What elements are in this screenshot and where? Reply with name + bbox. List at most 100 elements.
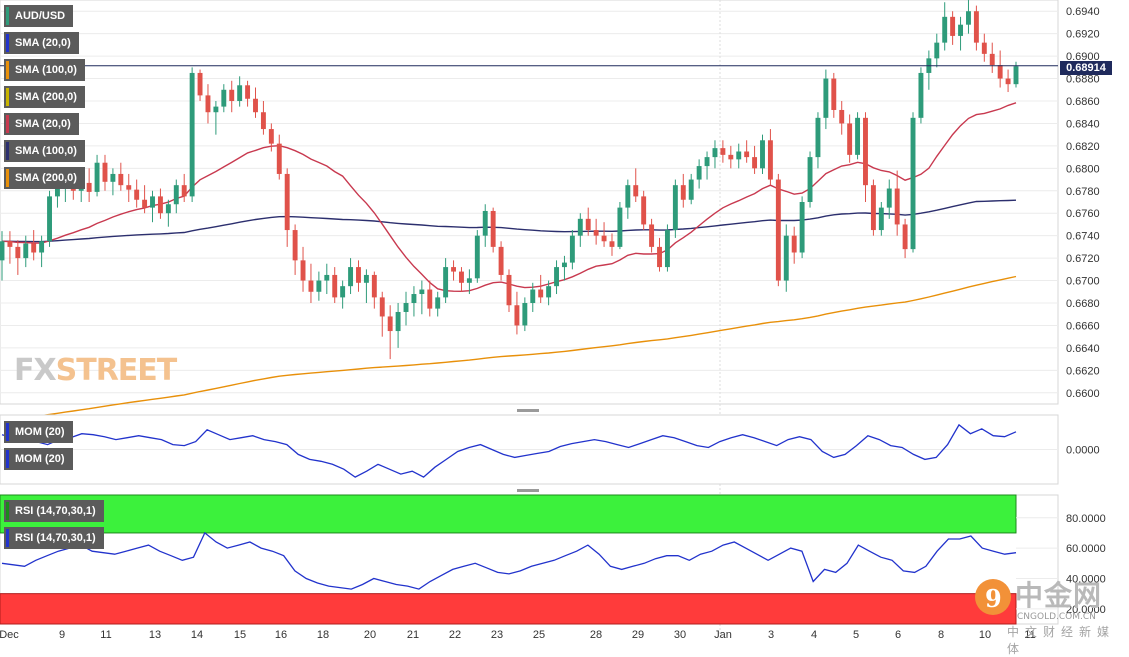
candle-body [934, 42, 940, 59]
candle [720, 140, 726, 163]
candle [522, 297, 528, 332]
candle [783, 224, 789, 292]
rsi-line [1, 531, 1017, 590]
candle [657, 237, 662, 272]
candle [459, 267, 464, 292]
price-tick-label: 0.6680 [1066, 298, 1100, 310]
candle-body [894, 188, 900, 225]
legend-label[interactable]: SMA (100,0) [4, 140, 85, 162]
candle-body [799, 202, 805, 253]
candle-body [205, 95, 211, 113]
candle-body [118, 173, 124, 186]
candle [157, 188, 163, 219]
candle-body [221, 89, 227, 107]
candle-body [744, 151, 750, 158]
candle-body [253, 98, 258, 113]
candle-body [482, 210, 488, 236]
candle [997, 50, 1003, 88]
candle-body [15, 246, 21, 259]
candle-body [237, 85, 243, 101]
candle [712, 140, 718, 169]
candle-body [340, 286, 346, 298]
candle-body [791, 235, 797, 253]
legend-label[interactable]: SMA (20,0) [4, 32, 79, 54]
legend-swatch [6, 142, 9, 160]
legend-label[interactable]: SMA (200,0) [4, 167, 85, 189]
candle [94, 154, 100, 197]
candle-body [823, 78, 829, 118]
legend-text: SMA (200,0) [15, 172, 77, 184]
current-price-tag: 0.68914 [1060, 61, 1112, 75]
candle-body [229, 89, 235, 101]
candle [736, 143, 742, 169]
candle [443, 258, 449, 303]
candle-body [443, 267, 449, 298]
legend-label[interactable]: RSI (14,70,30,1) [4, 500, 104, 522]
candle-body [245, 85, 251, 99]
candle [966, 0, 971, 34]
candle-body [284, 173, 290, 231]
candle [363, 269, 369, 303]
time-tick-label: 10 [979, 629, 991, 641]
candle-body [102, 162, 108, 182]
legend-text: SMA (100,0) [15, 64, 77, 76]
legend-label[interactable]: RSI (14,70,30,1) [4, 527, 104, 549]
candle [23, 235, 29, 268]
legend-label[interactable]: MOM (20) [4, 448, 73, 470]
candle-body [981, 42, 987, 54]
candle-body [490, 210, 496, 247]
candle-body [427, 289, 433, 309]
candle-body [419, 289, 425, 295]
candle-body [268, 129, 274, 144]
candle-body [807, 157, 813, 202]
time-tick-label: 15 [234, 629, 246, 641]
time-tick-label: 9 [59, 629, 65, 641]
candle [102, 154, 108, 191]
candle [221, 84, 227, 113]
rsi-oversold-band [0, 593, 1017, 625]
legend-text: SMA (200,0) [15, 91, 77, 103]
candle-body [1013, 66, 1019, 85]
legend-text: RSI (14,70,30,1) [15, 532, 96, 544]
candle [680, 173, 686, 208]
legend-label[interactable]: MOM (20) [4, 421, 73, 443]
candle-body [720, 148, 726, 155]
candle-body [498, 246, 504, 275]
candle [387, 305, 393, 360]
candle [205, 84, 211, 124]
candle-body [593, 230, 599, 236]
legend-label[interactable]: AUD/USD [4, 5, 74, 27]
candle-body [657, 246, 662, 268]
candle-body [997, 65, 1003, 79]
candle [39, 235, 45, 268]
legend-label[interactable]: SMA (100,0) [4, 59, 85, 81]
candle [688, 173, 694, 205]
candle [134, 179, 140, 208]
candle-body [855, 117, 861, 155]
price-tick-label: 0.6640 [1066, 343, 1100, 355]
candle [625, 179, 631, 219]
panel-resize-handle [517, 489, 539, 492]
candle-body [752, 157, 758, 169]
price-tick-label: 0.6940 [1066, 6, 1100, 18]
candle-body [157, 196, 163, 214]
legend-swatch [6, 450, 9, 468]
candle-body [886, 188, 892, 208]
candle [577, 213, 583, 247]
time-tick-label: 4 [811, 629, 817, 641]
price-tick-label: 0.6820 [1066, 141, 1100, 153]
legend-label[interactable]: SMA (20,0) [4, 113, 79, 135]
legend-swatch [6, 423, 9, 441]
candle [126, 173, 132, 202]
candle-body [831, 78, 837, 110]
legend-label[interactable]: SMA (200,0) [4, 86, 85, 108]
candle-body [451, 267, 457, 272]
candle [419, 280, 425, 315]
candle [886, 179, 892, 219]
candle [237, 76, 243, 107]
candle [981, 33, 987, 62]
logo-mark-icon: 9 [975, 579, 1011, 615]
candle [356, 260, 361, 292]
candle-body [577, 218, 583, 236]
candle-body [617, 207, 623, 247]
